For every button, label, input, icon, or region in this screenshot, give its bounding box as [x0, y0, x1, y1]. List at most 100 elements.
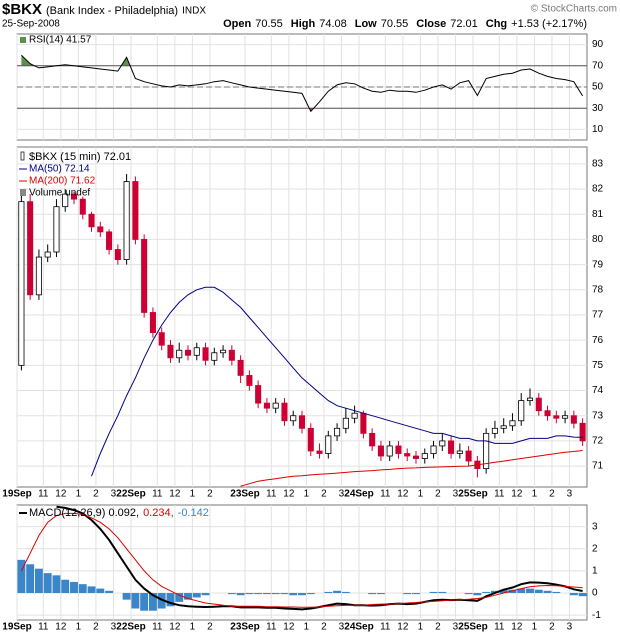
- histogram-bar: [166, 593, 175, 607]
- histogram-bar: [245, 593, 254, 595]
- candle-body: [18, 201, 25, 366]
- candle-body: [570, 415, 577, 424]
- histogram-bar: [482, 591, 491, 594]
- histogram-bar: [131, 593, 140, 609]
- candle-body: [193, 347, 200, 356]
- x-tick-label: 11: [266, 489, 277, 500]
- y-tick-label: 71: [592, 461, 604, 472]
- legend-label: $BKX (15 min) 72.01: [29, 151, 131, 163]
- symbol: $BKX: [2, 1, 42, 18]
- y-tick-label: 77: [592, 310, 604, 321]
- candle-body: [491, 427, 498, 434]
- histogram-bar: [175, 593, 184, 602]
- histogram-bar: [578, 593, 587, 597]
- x-tick-label: 19Sep: [2, 489, 31, 500]
- candle-body: [325, 435, 332, 454]
- x-tick-label: 11: [38, 622, 49, 633]
- y-tick-label: 2: [592, 543, 598, 554]
- candle-body: [579, 422, 586, 442]
- quote-label: Chg: [486, 18, 507, 30]
- candle-body: [544, 410, 551, 417]
- x-tick-label: 2: [207, 622, 213, 633]
- histogram-bar: [192, 593, 201, 598]
- quote-value: 70.55: [255, 18, 283, 30]
- histogram-bar: [122, 593, 131, 600]
- histogram-bar: [140, 593, 149, 611]
- histogram-bar: [280, 593, 289, 595]
- candle-body: [404, 453, 411, 457]
- histogram-bar: [534, 589, 543, 594]
- x-tick-label: 2: [321, 489, 327, 500]
- histogram-bar: [490, 590, 499, 594]
- candle-body: [535, 397, 542, 412]
- x-tick-label: 3: [339, 489, 345, 500]
- candle-body: [281, 402, 288, 422]
- histogram-bar: [17, 559, 26, 594]
- copyright: © StockCharts.com: [531, 4, 617, 15]
- x-tick-label: 25Sep: [458, 622, 487, 633]
- x-tick-label: 3: [111, 489, 117, 500]
- x-tick-label: 1: [76, 489, 82, 500]
- x-tick-label: 12: [511, 489, 523, 500]
- histogram-bar: [412, 593, 420, 595]
- candle-body: [158, 332, 165, 346]
- histogram-bar: [271, 593, 280, 595]
- histogram-bar: [52, 575, 61, 594]
- histogram-bar: [70, 581, 78, 594]
- quote-value: 74.08: [319, 18, 347, 30]
- candle-body: [421, 453, 428, 459]
- candle-body: [149, 312, 156, 334]
- candle-body: [176, 349, 183, 359]
- histogram-bar: [368, 593, 377, 595]
- x-tick-label: 2: [435, 622, 441, 633]
- histogram-bar: [298, 593, 306, 596]
- x-tick-label: 1: [304, 622, 310, 633]
- ma-line: [240, 450, 583, 487]
- y-tick-label: 80: [592, 234, 604, 245]
- histogram-bar: [438, 591, 447, 594]
- quote-value: +1.53 (+2.17%): [511, 18, 587, 30]
- x-tick-label: 3: [339, 622, 345, 633]
- candle-body: [246, 375, 253, 386]
- quote: Open 70.55 High 74.08 Low 70.55 Close 72.01 Chg +…: [223, 18, 587, 30]
- x-tick-label: 3: [453, 622, 459, 633]
- x-tick-label: 11: [152, 489, 163, 500]
- histogram-bar: [306, 593, 315, 595]
- y-tick-label: 50: [592, 82, 604, 93]
- candle-body: [132, 181, 139, 240]
- quote-label: Open: [223, 18, 251, 30]
- x-tick-label: 2: [93, 489, 99, 500]
- histogram-bar: [376, 593, 385, 595]
- candle-body: [228, 349, 235, 361]
- x-tick-label: 11: [494, 622, 505, 633]
- histogram-bar: [333, 590, 342, 594]
- macd-line: [20, 512, 583, 608]
- x-tick-label: 1: [532, 489, 538, 500]
- x-tick-label: 1: [532, 622, 538, 633]
- histogram-bar: [201, 593, 210, 596]
- histogram-bar: [236, 593, 245, 596]
- candle-body: [62, 193, 69, 208]
- candle-body: [334, 427, 341, 437]
- histogram-bar: [254, 593, 263, 595]
- x-tick-label: 25Sep: [458, 489, 487, 500]
- histogram-bar: [87, 586, 96, 594]
- x-tick-label: 3: [111, 622, 117, 633]
- candle-body: [342, 417, 349, 429]
- x-tick-label: 2: [93, 622, 99, 633]
- x-tick-label: 11: [380, 489, 391, 500]
- y-tick-label: 72: [592, 436, 604, 447]
- x-tick-label: 11: [38, 489, 49, 500]
- y-tick-label: 76: [592, 335, 604, 346]
- x-tick-label: 2: [321, 622, 327, 633]
- x-tick-label: 12: [283, 489, 295, 500]
- x-tick-label: 11: [152, 622, 163, 633]
- candle-body: [70, 193, 78, 200]
- x-tick-label: 11: [266, 622, 277, 633]
- y-tick-label: 79: [592, 259, 604, 270]
- histogram-bar: [184, 593, 192, 600]
- candle-body: [456, 450, 463, 454]
- candle-body: [35, 256, 42, 296]
- candle-body: [290, 415, 297, 422]
